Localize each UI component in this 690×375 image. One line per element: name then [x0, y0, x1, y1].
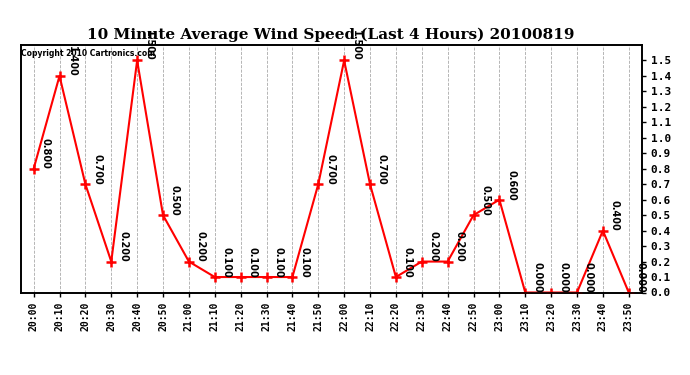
- Text: 1.500: 1.500: [144, 30, 154, 61]
- Text: 0.700: 0.700: [377, 154, 387, 185]
- Title: 10 Minute Average Wind Speed (Last 4 Hours) 20100819: 10 Minute Average Wind Speed (Last 4 Hou…: [88, 28, 575, 42]
- Text: 0.800: 0.800: [41, 138, 50, 170]
- Text: 0.000: 0.000: [584, 262, 594, 293]
- Text: 0.400: 0.400: [610, 201, 620, 231]
- Text: 0.200: 0.200: [196, 231, 206, 262]
- Text: 0.100: 0.100: [299, 247, 309, 278]
- Text: 0.100: 0.100: [248, 247, 257, 278]
- Text: 1.500: 1.500: [351, 30, 361, 61]
- Text: 0.200: 0.200: [118, 231, 128, 262]
- Text: 0.500: 0.500: [480, 185, 491, 216]
- Text: 0.200: 0.200: [455, 231, 464, 262]
- Text: 0.700: 0.700: [92, 154, 102, 185]
- Text: 0.100: 0.100: [221, 247, 232, 278]
- Text: 0.000: 0.000: [532, 262, 542, 293]
- Text: 1.400: 1.400: [66, 46, 77, 76]
- Text: 0.500: 0.500: [170, 185, 180, 216]
- Text: 0.100: 0.100: [403, 247, 413, 278]
- Text: 0.600: 0.600: [506, 170, 516, 200]
- Text: 0.100: 0.100: [273, 247, 284, 278]
- Text: 0.700: 0.700: [325, 154, 335, 185]
- Text: 0.000: 0.000: [558, 262, 568, 293]
- Text: Copyright 2010 Cartronics.com: Copyright 2010 Cartronics.com: [21, 49, 155, 58]
- Text: 0.000: 0.000: [635, 262, 646, 293]
- Text: 0.200: 0.200: [428, 231, 439, 262]
